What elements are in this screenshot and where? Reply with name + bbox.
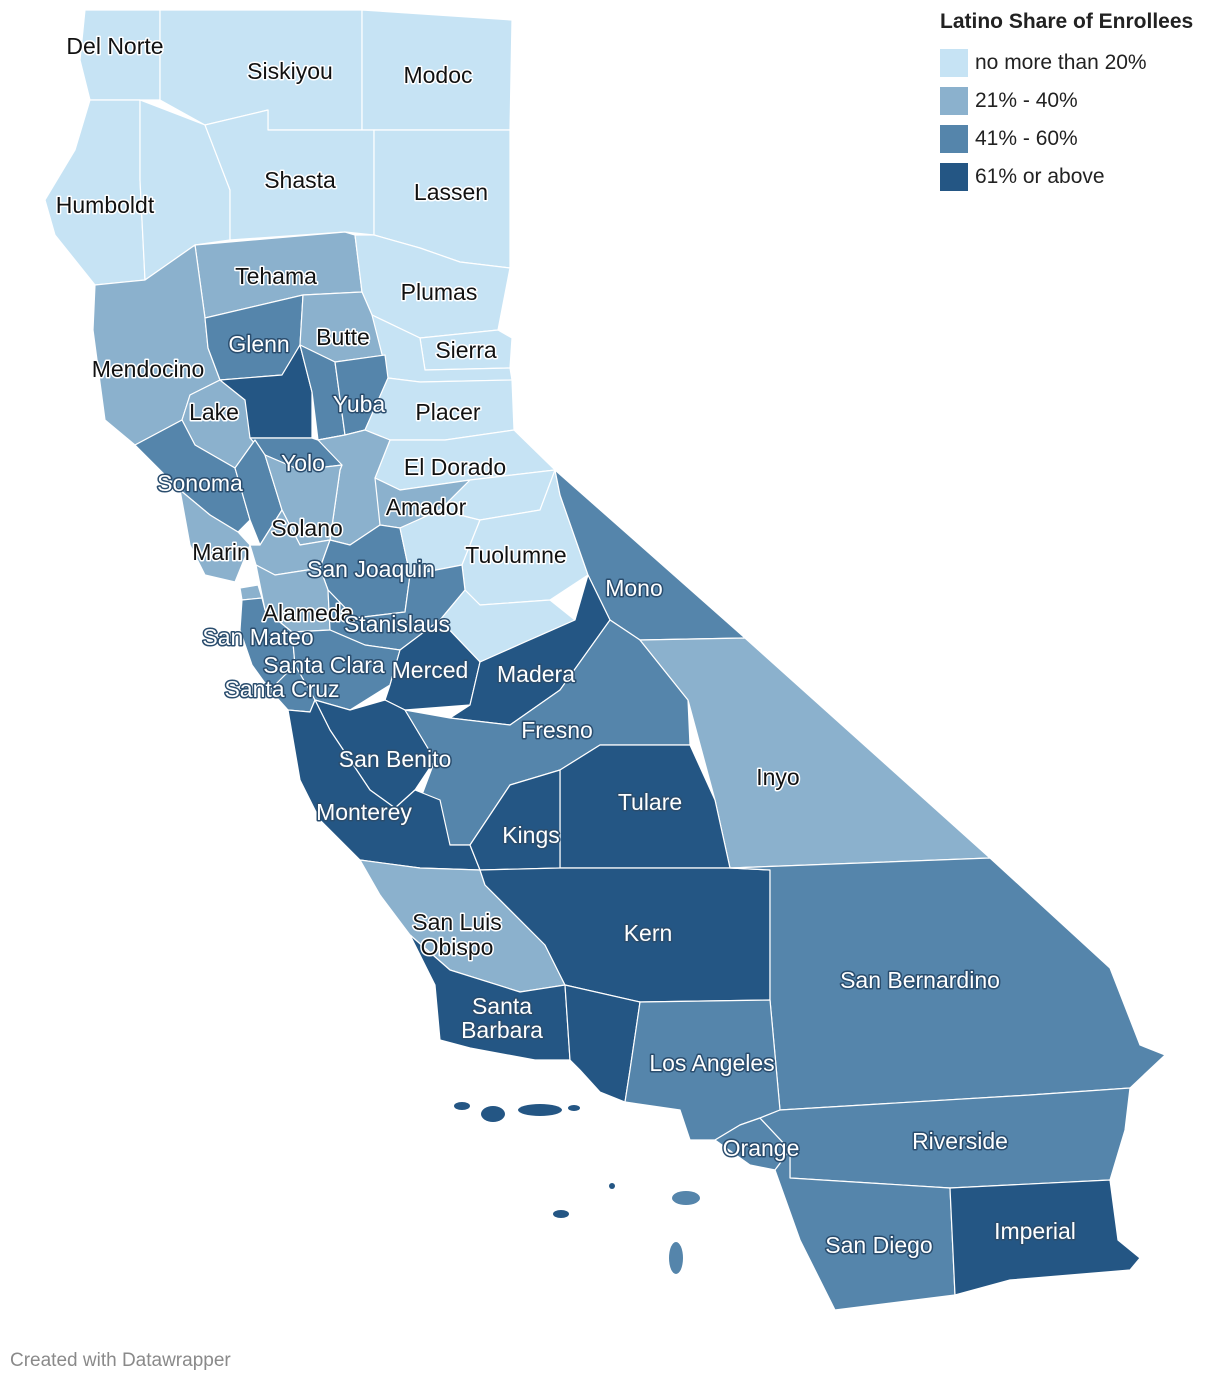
label-tuolumne: Tuolumne bbox=[465, 542, 566, 568]
label-riverside: Riverside bbox=[912, 1128, 1008, 1154]
label-tehama: Tehama bbox=[235, 263, 317, 289]
label-san-mateo: San Mateo bbox=[202, 624, 313, 650]
san-clemente-island bbox=[669, 1242, 683, 1274]
label-placer: Placer bbox=[415, 399, 481, 425]
san-miguel-island bbox=[454, 1102, 470, 1110]
label-solano: Solano bbox=[271, 515, 343, 541]
label-inyo: Inyo bbox=[756, 764, 799, 790]
legend-item-bin-3: 41% - 60% bbox=[940, 120, 1220, 158]
legend-swatch-bin-4 bbox=[940, 163, 968, 191]
label-alameda: Alameda bbox=[263, 600, 354, 626]
santa-catalina-island bbox=[672, 1191, 700, 1205]
legend-swatch-bin-2 bbox=[940, 87, 968, 115]
label-siskiyou: Siskiyou bbox=[247, 58, 333, 84]
label-santa-clara: Santa Clara bbox=[263, 652, 385, 678]
label-butte: Butte bbox=[316, 324, 370, 350]
label-tulare: Tulare bbox=[618, 789, 682, 815]
label-sierra: Sierra bbox=[435, 337, 497, 363]
legend-label-bin-1: no more than 20% bbox=[975, 51, 1147, 74]
label-lassen: Lassen bbox=[414, 179, 488, 205]
legend-item-bin-2: 21% - 40% bbox=[940, 82, 1220, 120]
legend-title: Latino Share of Enrollees bbox=[940, 10, 1194, 33]
legend: Latino Share of Enrollees no more than 2… bbox=[940, 10, 1220, 196]
county-santa-barbara[interactable] bbox=[409, 934, 571, 1061]
label-plumas: Plumas bbox=[401, 279, 478, 305]
label-kings: Kings bbox=[502, 822, 560, 848]
label-mono: Mono bbox=[605, 575, 663, 601]
label-san-bernardino: San Bernardino bbox=[840, 967, 1000, 993]
datawrapper-credit: Created with Datawrapper bbox=[10, 1350, 231, 1371]
label-santa-barbara: Santa Barbara bbox=[461, 993, 543, 1043]
label-madera: Madera bbox=[497, 661, 575, 687]
label-santa-cruz: Santa Cruz bbox=[224, 676, 339, 702]
label-san-joaquin: San Joaquin bbox=[307, 556, 435, 582]
label-merced: Merced bbox=[392, 657, 469, 683]
santa-cruz-island bbox=[518, 1104, 562, 1116]
label-san-luis-obispo: San Luis Obispo bbox=[412, 909, 502, 960]
label-orange: Orange bbox=[723, 1135, 800, 1161]
label-san-diego: San Diego bbox=[825, 1232, 932, 1258]
legend-swatch-bin-3 bbox=[940, 125, 968, 153]
legend-item-bin-4: 61% or above bbox=[940, 158, 1220, 196]
anacapa-island bbox=[568, 1105, 580, 1111]
santa-barbara-island bbox=[609, 1183, 615, 1189]
label-mendocino: Mendocino bbox=[92, 356, 205, 382]
label-marin: Marin bbox=[192, 539, 250, 565]
label-yolo: Yolo bbox=[281, 450, 325, 476]
label-del-norte: Del Norte bbox=[66, 33, 163, 59]
county-imperial[interactable] bbox=[949, 1179, 1141, 1296]
label-san-benito: San Benito bbox=[339, 746, 452, 772]
label-shasta: Shasta bbox=[264, 167, 336, 193]
legend-label-bin-3: 41% - 60% bbox=[975, 127, 1078, 150]
legend-label-bin-2: 21% - 40% bbox=[975, 89, 1078, 112]
santa-rosa-island bbox=[481, 1106, 505, 1122]
label-los-angeles: Los Angeles bbox=[649, 1050, 774, 1076]
label-el-dorado: El Dorado bbox=[404, 454, 506, 480]
label-lake: Lake bbox=[189, 399, 239, 425]
legend-label-bin-4: 61% or above bbox=[975, 165, 1105, 188]
label-stanislaus: Stanislaus bbox=[344, 611, 450, 637]
county-merced[interactable] bbox=[384, 619, 481, 711]
county-kings[interactable] bbox=[469, 769, 561, 871]
label-glenn: Glenn bbox=[228, 331, 289, 357]
label-kern: Kern bbox=[624, 920, 673, 946]
label-monterey: Monterey bbox=[316, 799, 412, 825]
county-marin[interactable] bbox=[179, 489, 251, 583]
county-monterey[interactable] bbox=[287, 699, 481, 871]
label-yuba: Yuba bbox=[333, 391, 386, 417]
label-humboldt: Humboldt bbox=[56, 192, 155, 218]
legend-swatch-bin-1 bbox=[940, 49, 968, 77]
county-colusa[interactable] bbox=[219, 344, 313, 439]
legend-item-bin-1: no more than 20% bbox=[940, 44, 1220, 82]
label-amador: Amador bbox=[386, 494, 467, 520]
label-imperial: Imperial bbox=[994, 1218, 1076, 1244]
label-sonoma: Sonoma bbox=[157, 470, 243, 496]
label-fresno: Fresno bbox=[521, 717, 593, 743]
label-modoc: Modoc bbox=[403, 62, 472, 88]
san-nicolas-island bbox=[553, 1210, 569, 1218]
